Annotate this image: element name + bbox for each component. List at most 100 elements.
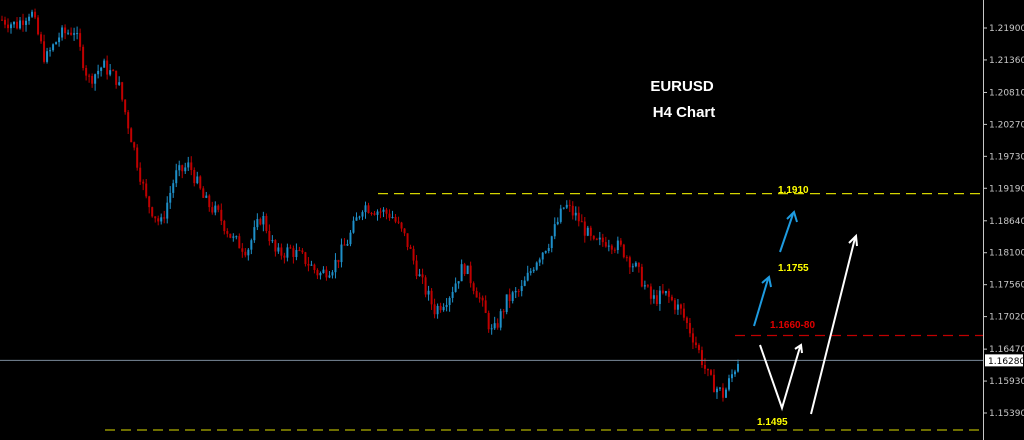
candle-body xyxy=(598,237,601,240)
candle-body xyxy=(379,211,382,213)
level-label-1495: 1.1495 xyxy=(757,417,788,428)
level-label-1755: 1.1755 xyxy=(778,263,809,274)
candle-body xyxy=(187,162,190,168)
candle-body xyxy=(52,44,55,51)
candle-body xyxy=(646,285,649,287)
candle-body xyxy=(226,231,229,234)
candle-body xyxy=(457,281,460,284)
candle-body xyxy=(352,220,355,233)
candle-body xyxy=(28,16,31,21)
candle-body xyxy=(103,60,106,68)
candle-body xyxy=(265,216,268,231)
candle-body xyxy=(217,205,220,210)
candle-body xyxy=(181,165,184,172)
candle-body xyxy=(190,162,193,171)
candle-body xyxy=(229,233,232,238)
candle-body xyxy=(592,235,595,239)
candle-body xyxy=(382,209,385,212)
candle-body xyxy=(337,259,340,263)
candle-body xyxy=(472,283,475,291)
candle-body xyxy=(271,240,274,242)
candle-body xyxy=(580,221,583,223)
candle-body xyxy=(499,311,502,328)
tick-label: 1.18640 xyxy=(989,217,1024,227)
candle-body xyxy=(454,283,457,292)
candle-body xyxy=(700,350,703,365)
candle-body xyxy=(463,264,466,274)
candle-body xyxy=(601,237,604,243)
candle-body xyxy=(202,188,205,198)
candle-body xyxy=(232,236,235,238)
candle-body xyxy=(211,207,214,213)
candle-body xyxy=(241,248,244,252)
candle-body xyxy=(223,220,226,232)
candle-body xyxy=(301,250,304,253)
candle-body xyxy=(127,112,130,129)
candle-body xyxy=(403,228,406,234)
tick-label: 1.15930 xyxy=(989,377,1024,387)
candle-body xyxy=(589,227,592,236)
white-long-arrow xyxy=(810,233,858,415)
candle-body xyxy=(706,368,709,371)
candle-body xyxy=(649,286,652,299)
candle-body xyxy=(64,27,67,34)
candle-body xyxy=(310,264,313,266)
candle-body xyxy=(355,217,358,221)
candle-body xyxy=(130,128,133,143)
candle-body xyxy=(535,262,538,270)
candle-body xyxy=(367,205,370,214)
candle-body xyxy=(496,323,499,328)
candle-body xyxy=(640,266,643,287)
candle-body xyxy=(469,265,472,284)
candle-body xyxy=(451,291,454,298)
candles xyxy=(1,8,739,402)
candle-body xyxy=(304,252,307,264)
candle-body xyxy=(118,82,121,85)
candle-body xyxy=(436,305,439,315)
candle-body xyxy=(571,205,574,216)
candle-body xyxy=(94,74,97,84)
candle-body xyxy=(247,249,250,256)
candle-body xyxy=(46,51,49,62)
candle-body xyxy=(115,70,118,85)
candle-body xyxy=(370,213,373,215)
candle-body xyxy=(40,34,43,42)
candle-body xyxy=(124,99,127,113)
candle-body xyxy=(220,209,223,221)
candle-body xyxy=(376,211,379,215)
candle-body xyxy=(385,209,388,214)
candle-body xyxy=(733,371,736,375)
candle-body xyxy=(607,245,610,247)
price-axis[interactable]: 1.21900 1.21360 1.20810 1.20270 1.19730 1.191… xyxy=(983,24,1024,419)
candle-body xyxy=(199,176,202,189)
candle-body xyxy=(4,19,7,25)
candle-body xyxy=(19,20,22,29)
candle-body xyxy=(298,250,301,252)
candle-body xyxy=(559,208,562,222)
candle-body xyxy=(82,46,85,68)
candle-body xyxy=(151,207,154,217)
candle-body xyxy=(313,264,316,270)
blue-arrow-upper xyxy=(779,210,798,253)
candle-body xyxy=(58,37,61,43)
candle-body xyxy=(433,304,436,315)
candle-body xyxy=(91,75,94,84)
tick-label: 1.20270 xyxy=(989,120,1024,130)
candle-body xyxy=(613,249,616,251)
candle-body xyxy=(250,240,253,250)
candle-body xyxy=(709,370,712,375)
candle-body xyxy=(718,387,721,389)
candle-body xyxy=(517,291,520,293)
candle-body xyxy=(364,205,367,213)
candle-body xyxy=(619,240,622,245)
tick-label: 1.17020 xyxy=(989,313,1024,323)
candle-body xyxy=(178,165,181,171)
candle-body xyxy=(658,290,661,304)
candle-body xyxy=(136,147,139,168)
candle-body xyxy=(394,216,397,222)
candle-body xyxy=(307,263,310,266)
candle-body xyxy=(400,222,403,229)
candle-body xyxy=(277,247,280,252)
candle-body xyxy=(511,292,514,301)
